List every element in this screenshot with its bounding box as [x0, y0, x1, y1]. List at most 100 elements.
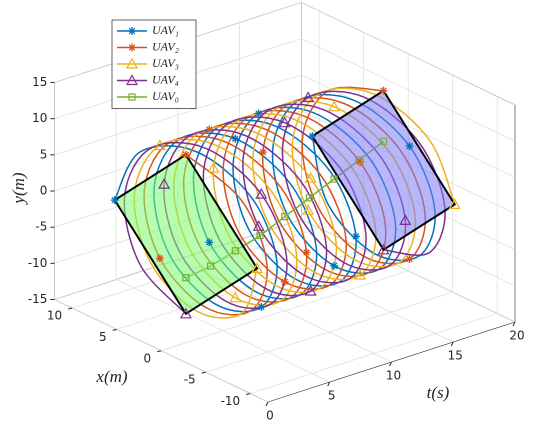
marker [304, 284, 317, 296]
grid-line [301, 2, 516, 106]
marker [405, 255, 414, 264]
x-tick-label: 5 [99, 330, 107, 344]
marker [155, 254, 164, 263]
start-formation [113, 153, 259, 316]
marker-stroke [259, 148, 267, 156]
marker [304, 171, 317, 183]
x-axis-label: x(m) [95, 367, 127, 386]
end-formation [310, 89, 457, 252]
x-tick-label: 10 [47, 309, 62, 323]
marker-stroke [128, 44, 136, 51]
grid-line [54, 74, 302, 156]
tick-mark [512, 321, 516, 327]
marker-shape [379, 137, 388, 145]
marker-shape [305, 194, 313, 202]
marker [278, 116, 291, 128]
marker-stroke [206, 239, 213, 246]
marker [128, 43, 136, 52]
marker-shape [252, 220, 265, 231]
marker-shape [179, 307, 192, 319]
marker [128, 93, 136, 101]
grid-line [54, 110, 302, 192]
marker [207, 161, 220, 173]
marker [302, 91, 315, 103]
legend-label: UAV₁ [152, 23, 179, 37]
marker-shape [128, 93, 136, 101]
t-tick-label: 20 [509, 329, 524, 343]
marker-stroke [182, 151, 190, 158]
marker [158, 177, 171, 189]
tick-mark [327, 381, 331, 387]
marker-shape [281, 213, 289, 221]
y-tick-label: -10 [28, 256, 48, 270]
y-tick-label: 0 [40, 184, 48, 198]
marker [280, 277, 289, 286]
x-tick-label: 0 [144, 351, 152, 365]
tick-mark [246, 392, 251, 395]
marker [281, 213, 289, 221]
marker-shape [125, 57, 139, 69]
marker-stroke [352, 233, 360, 240]
marker [231, 134, 240, 143]
marker [255, 187, 268, 199]
marker-stroke [206, 126, 213, 133]
marker [231, 247, 239, 255]
y-axis-label: y(m) [9, 172, 28, 205]
marker [181, 150, 190, 159]
marker [153, 139, 166, 151]
marker [379, 86, 388, 95]
marker [254, 109, 263, 118]
marker-stroke [258, 303, 265, 311]
marker-stroke [303, 249, 310, 256]
marker-shape [251, 262, 264, 273]
marker-shape [207, 161, 220, 173]
grid-line [116, 249, 364, 330]
tick-mark [112, 328, 117, 331]
marker-stroke [156, 255, 164, 262]
legend-label: UAV₀ [152, 89, 179, 103]
marker-stroke [281, 278, 288, 286]
marker [252, 220, 265, 231]
t-tick-label: 0 [266, 409, 274, 423]
marker [125, 57, 139, 69]
legend: UAV₁ UAV₂ UAV₃ UAV₄ UAV₀ [111, 19, 197, 109]
legend-label: UAV₂ [152, 39, 179, 53]
marker [379, 137, 388, 145]
marker-shape [304, 284, 317, 296]
marker [448, 198, 461, 209]
marker [229, 291, 242, 303]
marker [330, 175, 338, 183]
marker-stroke [380, 87, 387, 94]
y-tick-label: 10 [32, 111, 47, 125]
marker-shape [182, 274, 190, 282]
marker [205, 125, 214, 134]
legend-label: UAV₄ [152, 72, 179, 86]
marker [305, 194, 313, 202]
marker-stroke [330, 262, 338, 270]
marker [377, 243, 390, 255]
tick-mark [450, 341, 454, 347]
marker-shape [231, 247, 239, 255]
marker [128, 27, 136, 35]
marker [110, 196, 119, 205]
marker-stroke [111, 196, 118, 204]
y-tick-label: 15 [32, 75, 47, 89]
marker [302, 248, 311, 257]
marker-stroke [128, 27, 136, 35]
t-tick-label: 5 [328, 389, 336, 403]
marker [405, 142, 414, 151]
marker-shape [302, 204, 315, 215]
marker-shape [448, 198, 461, 209]
marker-stroke [406, 142, 413, 150]
tick-mark [389, 361, 392, 367]
marker-shape [377, 243, 390, 255]
marker-shape [302, 91, 315, 103]
marker [356, 158, 365, 167]
marker-stroke [406, 255, 413, 263]
marker [330, 261, 339, 270]
marker-stroke [309, 132, 316, 140]
t-tick-label: 15 [448, 349, 463, 363]
marker [125, 74, 139, 86]
marker-shape [304, 171, 317, 183]
marker-stroke [232, 135, 239, 142]
